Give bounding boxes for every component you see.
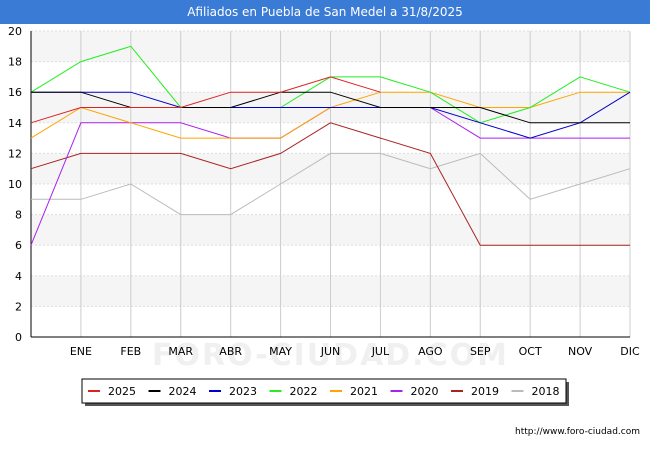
legend-label-2025: 2025 <box>108 385 136 398</box>
y-tick-label: 10 <box>8 178 22 191</box>
x-tick-label: OCT <box>519 345 542 358</box>
legend-label-2020: 2020 <box>411 385 439 398</box>
x-tick-label: NOV <box>568 345 593 358</box>
series-line-2018 <box>31 152 631 216</box>
y-tick-label: 16 <box>8 86 22 99</box>
x-tick-label: MAR <box>168 345 193 358</box>
x-tick-label: MAY <box>269 345 292 358</box>
watermark: FORO-CIUDAD.COM <box>152 338 509 373</box>
x-tick-label: ENE <box>70 345 92 358</box>
legend-label-2018: 2018 <box>532 385 560 398</box>
y-tick-label: 14 <box>8 117 22 130</box>
x-tick-label: SEP <box>470 345 491 358</box>
y-tick-label: 4 <box>15 270 22 283</box>
y-tick-label: 6 <box>15 239 22 252</box>
y-tick-label: 2 <box>15 300 22 313</box>
legend-box <box>81 378 567 404</box>
series-line-2023 <box>31 91 631 139</box>
y-tick-label: 18 <box>8 56 22 69</box>
x-tick-label: JUL <box>371 345 390 358</box>
legend-label-2023: 2023 <box>229 385 257 398</box>
source-url[interactable]: http://www.foro-ciudad.com <box>515 427 640 437</box>
series-line-2025 <box>30 76 381 124</box>
y-tick-label: 8 <box>15 209 22 222</box>
y-tick-label: 20 <box>8 25 22 38</box>
x-tick-label: JUN <box>320 345 341 358</box>
x-tick-label: FEB <box>120 345 141 358</box>
y-tick-label: 12 <box>8 147 22 160</box>
x-tick-label: ABR <box>219 345 242 358</box>
x-tick-label: AGO <box>418 345 443 358</box>
chart-title: Afiliados en Puebla de San Medel a 31/8/… <box>0 0 650 24</box>
series-line-2019 <box>30 122 630 246</box>
y-tick-label: 0 <box>15 331 22 344</box>
legend-label-2021: 2021 <box>350 385 378 398</box>
legend-label-2022: 2022 <box>290 385 318 398</box>
legend-label-2019: 2019 <box>471 385 499 398</box>
x-tick-label: DIC <box>620 345 640 358</box>
legend-label-2024: 2024 <box>169 385 197 398</box>
